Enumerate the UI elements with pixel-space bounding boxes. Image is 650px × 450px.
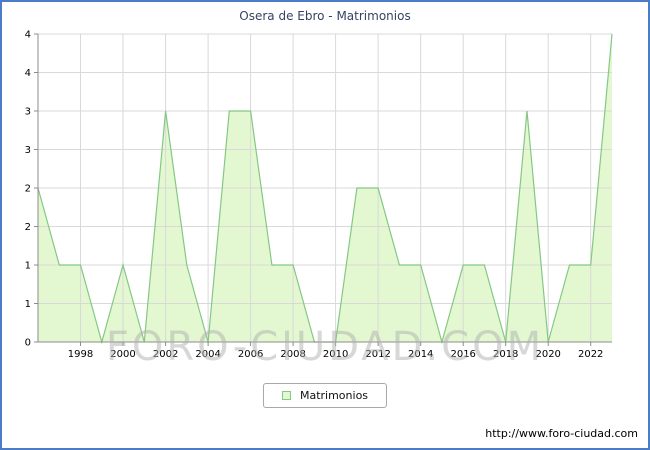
chart-title: Osera de Ebro - Matrimonios — [239, 9, 411, 23]
x-tick-label: 2006 — [238, 349, 263, 360]
x-tick-label: 2018 — [493, 349, 518, 360]
x-tick-label: 1998 — [68, 349, 93, 360]
x-tick-label: 2004 — [195, 349, 220, 360]
x-tick-label: 2022 — [578, 349, 603, 360]
y-tick-label: 2 — [25, 184, 31, 195]
footer-url[interactable]: http://www.foro-ciudad.com — [485, 427, 638, 440]
legend-box: Matrimonios — [262, 383, 388, 408]
legend-label: Matrimonios — [299, 389, 369, 402]
x-tick-label: 2014 — [408, 349, 433, 360]
x-tick-label: 2002 — [153, 349, 178, 360]
legend-swatch-icon — [281, 391, 291, 400]
y-tick-label: 3 — [25, 145, 31, 156]
x-tick-label: 2008 — [280, 349, 305, 360]
y-tick-label: 1 — [25, 261, 31, 272]
y-tick-label: 1 — [25, 299, 31, 310]
y-tick-label: 4 — [25, 30, 31, 41]
y-tick-label: 4 — [25, 68, 31, 79]
x-tick-label: 2020 — [535, 349, 560, 360]
x-tick-label: 2010 — [323, 349, 348, 360]
x-tick-label: 2012 — [365, 349, 390, 360]
x-tick-label: 2016 — [450, 349, 475, 360]
x-tick-label: 2000 — [110, 349, 135, 360]
y-tick-label: 2 — [25, 222, 31, 233]
y-tick-label: 3 — [25, 107, 31, 118]
y-tick-label: 0 — [25, 338, 31, 349]
